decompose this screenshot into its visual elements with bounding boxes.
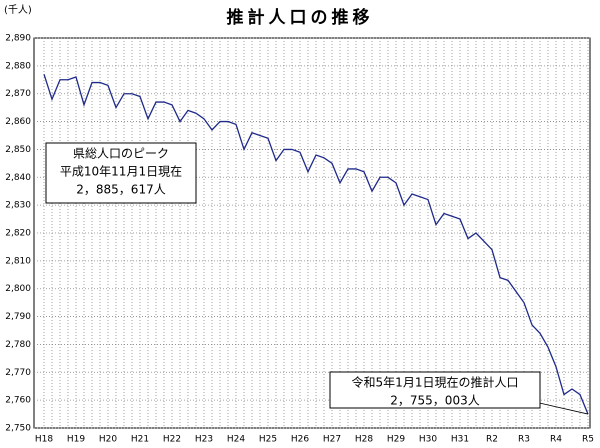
chart-title: 推計人口の推移 [227,7,374,28]
x-tick-label: H21 [131,435,149,445]
x-tick-label: H28 [355,435,373,445]
x-tick-label: R4 [550,435,562,445]
x-tick-label: R5 [582,435,594,445]
y-unit: (千人) [4,4,32,16]
line-series [43,74,589,415]
y-tick-label: 2,770 [5,368,31,378]
x-tick-label: R3 [518,435,530,445]
x-tick-label: H24 [227,435,245,445]
y-tick-label: 2,890 [5,34,31,44]
y-tick-label: 2,790 [5,312,31,322]
x-tick-label: H29 [387,435,405,445]
x-tick-label: H27 [323,435,341,445]
x-tick-label: H30 [419,435,437,445]
y-tick-label: 2,870 [5,89,31,99]
y-tick-label: 2,820 [5,229,31,239]
y-tick-label: 2,860 [5,117,31,127]
y-tick-label: 2,810 [5,256,31,266]
x-tick-label: H31 [451,435,469,445]
x-tick-label: H22 [163,435,181,445]
annotation-text: 2，755，003人 [390,394,479,408]
x-tick-label: H19 [67,435,85,445]
annotation-connector [534,401,589,415]
x-tick-label: R2 [486,435,498,445]
y-tick-label: 2,760 [5,396,31,406]
annotation-text: 2，885，617人 [76,183,165,197]
annotation-box [45,142,197,204]
annotation-box [329,371,541,409]
x-tick-label: H20 [99,435,117,445]
x-tick-label: H18 [35,435,53,445]
y-tick-label: 2,850 [5,145,31,155]
annotation-text: 県総人口のピーク [73,147,169,161]
plot-area [33,37,591,429]
y-tick-label: 2,800 [5,284,31,294]
y-tick-label: 2,880 [5,61,31,71]
y-tick-label: 2,750 [5,424,31,434]
x-tick-label: H23 [195,435,213,445]
y-tick-label: 2,840 [5,173,31,183]
annotation-text: 令和5年1月1日現在の推計人口 [352,375,519,390]
y-tick-label: 2,780 [5,340,31,350]
x-tick-label: H25 [259,435,277,445]
y-tick-label: 2,830 [5,201,31,211]
x-tick-label: H26 [291,435,309,445]
annotation-text: 平成10年11月1日現在 [60,165,182,179]
